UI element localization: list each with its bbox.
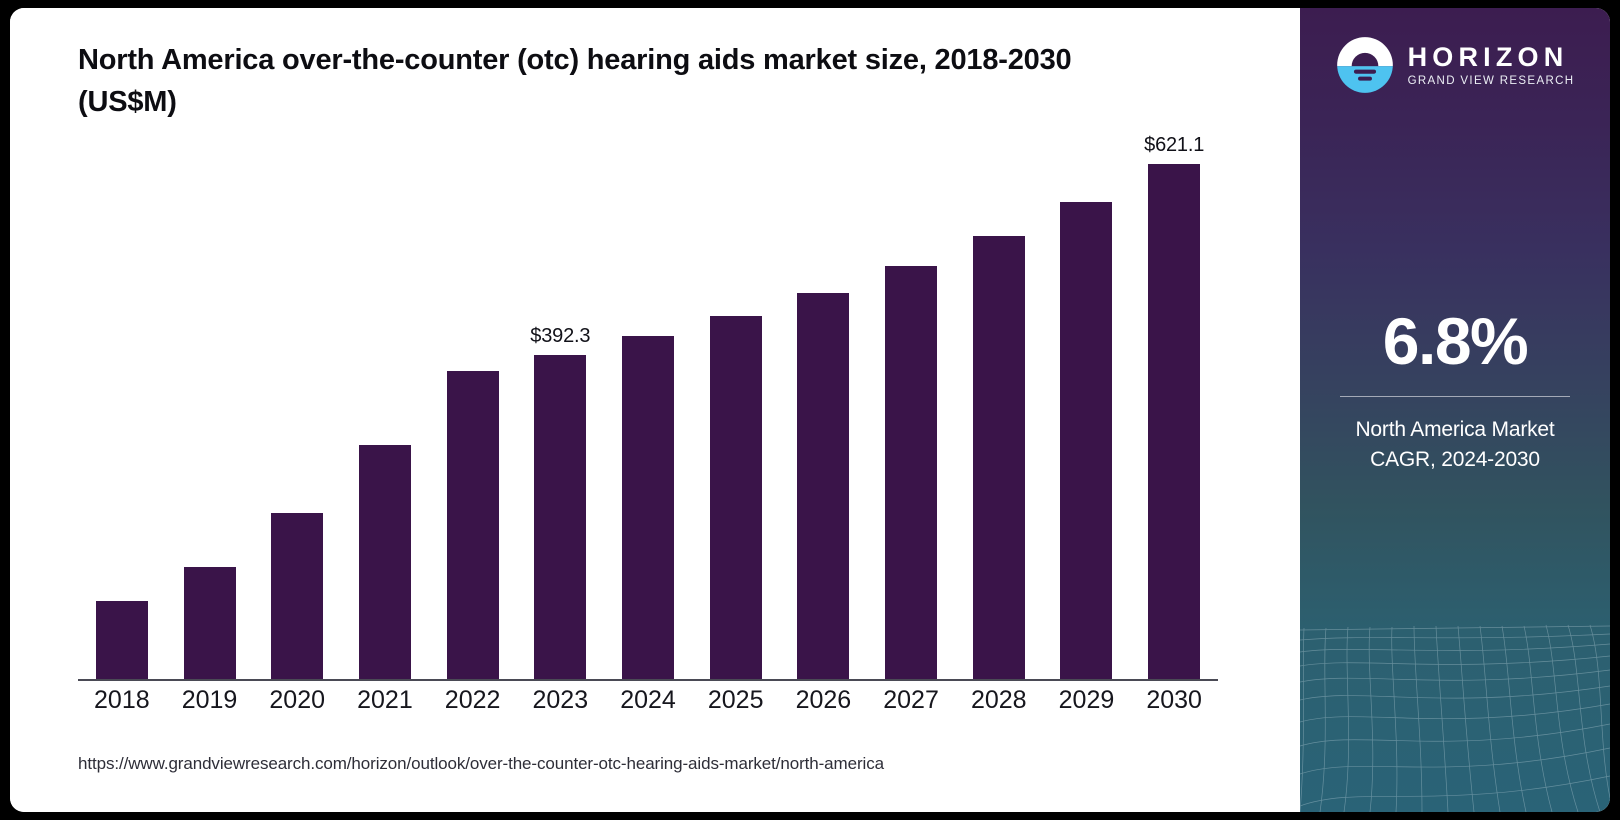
- bar-2029[interactable]: [1060, 202, 1113, 679]
- bar-2024[interactable]: [622, 336, 674, 679]
- bar-2020[interactable]: [271, 513, 324, 679]
- x-tick-2030: 2030: [1146, 686, 1202, 714]
- bar-2025[interactable]: [709, 316, 762, 679]
- bar-value-label-2030: $621.1: [1144, 134, 1205, 156]
- bar-2019[interactable]: [183, 567, 236, 679]
- bar-2018[interactable]: [95, 601, 148, 679]
- bar-column-2024[interactable]: [605, 134, 691, 679]
- bar-column-2030[interactable]: $621.1: [1131, 134, 1217, 679]
- chart-title-line-2: size, 2018-2030 (US$M): [78, 44, 1072, 118]
- brand-wordmark: HORIZON GRAND VIEW RESEARCH: [1407, 42, 1575, 87]
- x-tick-2021: 2021: [357, 686, 413, 714]
- x-tick-2018: 2018: [94, 686, 150, 714]
- chart-panel: North America over-the-counter (otc) hea…: [10, 8, 1300, 812]
- bar-column-2023[interactable]: $392.3: [517, 134, 603, 679]
- bar-column-2027[interactable]: [868, 134, 954, 679]
- brand-logo: HORIZON GRAND VIEW RESEARCH: [1300, 36, 1610, 94]
- x-axis-line: [78, 679, 1218, 681]
- bar-column-2022[interactable]: [430, 134, 516, 679]
- cagr-value: 6.8%: [1382, 304, 1529, 378]
- bar-2030[interactable]: [1148, 164, 1201, 679]
- bar-2021[interactable]: [358, 445, 411, 679]
- bar-2027[interactable]: [885, 266, 938, 679]
- x-tick-2029: 2029: [1058, 686, 1115, 714]
- horizon-sunset-logo-icon: [1336, 37, 1393, 93]
- cagr-caption-line-2: CAGR, 2024-2030: [1370, 448, 1540, 472]
- bar-column-2029[interactable]: [1043, 134, 1129, 679]
- brand-tagline: GRAND VIEW RESEARCH: [1407, 74, 1575, 87]
- x-tick-2028: 2028: [970, 686, 1027, 714]
- bar-chart-plot-area: $392.3 $621.1: [78, 134, 1218, 703]
- source-url[interactable]: https://www.grandviewresearch.com/horizo…: [78, 754, 884, 773]
- bar-column-2021[interactable]: [342, 134, 428, 679]
- x-tick-2023: 2023: [532, 686, 589, 714]
- x-tick-2019: 2019: [181, 686, 238, 714]
- chart-card: North America over-the-counter (otc) hea…: [10, 8, 1610, 812]
- bar-column-2025[interactable]: [693, 134, 779, 679]
- bar-column-2026[interactable]: [780, 134, 866, 679]
- x-tick-2027: 2027: [883, 686, 939, 714]
- brand-name: HORIZON: [1407, 42, 1569, 73]
- bar-2023[interactable]: [534, 355, 587, 679]
- wireframe-mesh-decoration: [1300, 624, 1610, 812]
- x-axis-tick-labels: 2018 2019 2020 2021 2022 2023 2024 2025 2026 2027…: [78, 686, 1218, 732]
- bar-value-label-2023: $392.3: [530, 325, 591, 347]
- brand-sidebar: HORIZON GRAND VIEW RESEARCH 6.8% North A…: [1300, 8, 1610, 812]
- x-tick-2025: 2025: [707, 686, 764, 714]
- cagr-callout: 6.8% North America Market CAGR, 2024-203…: [1300, 308, 1610, 476]
- x-tick-2022: 2022: [444, 686, 501, 714]
- chart-title-line-1: North America over-the-counter (otc) hea…: [78, 44, 857, 76]
- page-title: North America over-the-counter (otc) hea…: [78, 40, 1138, 124]
- bar-2028[interactable]: [972, 236, 1025, 679]
- divider: [1340, 396, 1570, 397]
- bar-column-2020[interactable]: [254, 134, 340, 679]
- bar-column-2018[interactable]: [79, 134, 165, 679]
- x-tick-2026: 2026: [795, 686, 852, 714]
- cagr-caption-line-1: North America Market: [1355, 418, 1555, 441]
- bar-column-2028[interactable]: [956, 134, 1042, 679]
- x-tick-2024: 2024: [620, 686, 676, 714]
- bar-column-2019[interactable]: [167, 134, 253, 679]
- bar-2022[interactable]: [446, 371, 499, 679]
- bar-2026[interactable]: [797, 293, 850, 679]
- x-tick-2020: 2020: [269, 686, 326, 714]
